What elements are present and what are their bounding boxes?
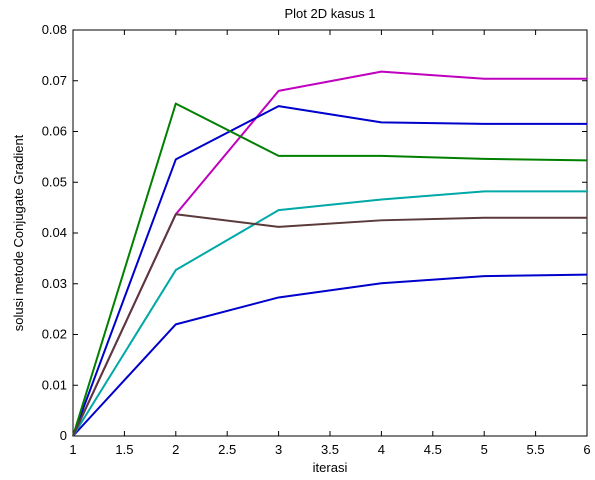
y-tick-label: 0.03 [42,276,67,291]
x-tick-label: 2.5 [218,442,236,457]
y-axis-label: solusi metode Conjugate Gradient [11,134,26,331]
x-tick-label: 3 [275,442,282,457]
x-tick-label: 2 [172,442,179,457]
x-tick-label: 5.5 [527,442,545,457]
x-tick-label: 4.5 [424,442,442,457]
x-tick-label: 4 [378,442,385,457]
x-tick-label: 1.5 [115,442,133,457]
x-tick-label: 5 [481,442,488,457]
series-layer [72,70,588,437]
chart-title: Plot 2D kasus 1 [284,6,375,21]
y-tick-label: 0.01 [42,377,67,392]
y-tick-label: 0.08 [42,22,67,37]
y-tick-label: 0.02 [42,327,67,342]
x-tick-label: 6 [583,442,590,457]
y-tick-label: 0.06 [42,124,67,139]
series-line-6 [72,213,587,437]
series-line-2 [72,190,587,437]
series-line-1 [72,273,588,437]
y-tick-label: 0.07 [42,73,67,88]
x-axis-label: iterasi [313,460,348,475]
y-tick-label: 0.05 [42,174,67,189]
y-axis: 0 0.01 0.02 0.03 0.04 0.05 0.06 0.07 0.08 [42,22,587,443]
plot-area [72,29,588,437]
series-line-4 [72,105,587,437]
y-tick-label: 0.04 [42,225,67,240]
y-tick-label: 0 [60,428,67,443]
x-axis: 1 1.5 2 2.5 3 3.5 4 4.5 5 5.5 6 [69,30,591,457]
series-line-5 [72,102,588,437]
x-tick-label: 3.5 [321,442,339,457]
x-tick-label: 1 [69,442,76,457]
